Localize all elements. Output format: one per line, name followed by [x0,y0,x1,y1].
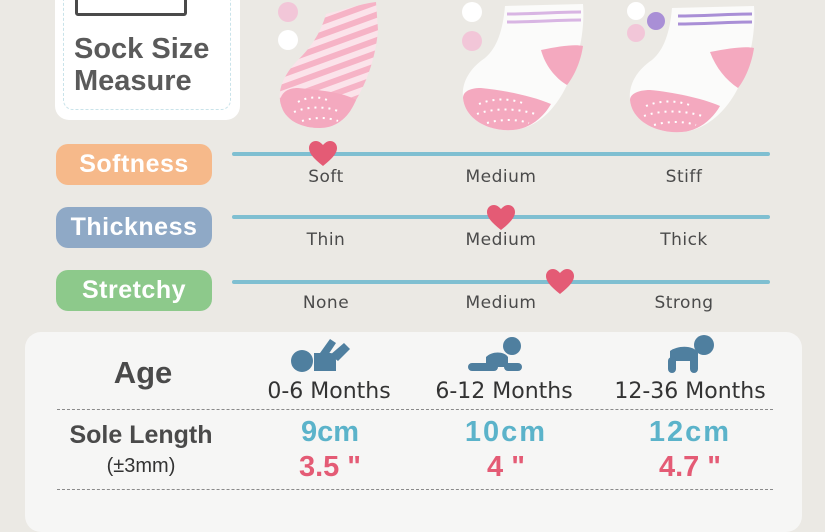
sole-cm-col-2: 10cm [464,416,548,448]
title-line-1: Sock Size [74,33,210,65]
title-card [55,0,240,120]
softness-scale-mid: Medium [465,167,537,187]
table-divider-bottom [57,489,773,490]
sole-cm-col-3: 12cm [648,416,732,448]
title-line-2: Measure [74,65,192,97]
age-col-3: 12-36 Months [614,379,766,404]
ruler-icon [75,0,187,16]
thickness-heart-icon [487,205,515,230]
sole-length-tolerance: (±3mm) [106,455,176,477]
sole-length-header: Sole Length [69,421,213,449]
stretchy-scale-low: None [302,293,350,313]
white-pink-sock-icon [462,4,584,131]
softness-scale-low: Soft [308,167,344,187]
striped-sock-icon [279,2,378,128]
color-dot-pink [627,24,645,42]
thickness-scale-mid: Medium [465,230,537,250]
thickness-scale-high: Thick [660,230,708,250]
age-col-1: 0-6 Months [267,379,391,404]
age-col-2: 6-12 Months [435,379,573,404]
softness-track [232,152,770,156]
softness-scale-high: Stiff [665,167,703,187]
age-header: Age [113,355,173,390]
sole-cm-col-1: 9cm [300,416,360,448]
thickness-scale-low: Thin [306,230,346,250]
stretchy-scale-mid: Medium [465,293,537,313]
softness-pill: Softness [56,144,212,185]
white-purple-sock-icon [629,6,755,133]
crawling-baby-low-icon [468,337,522,371]
sole-inch-col-1: 3.5 " [298,451,362,483]
color-dot-purple [647,12,665,30]
stretchy-scale-high: Strong [654,293,714,313]
stretchy-track [232,280,770,284]
sole-inch-col-3: 4.7 " [658,451,722,483]
color-dot-white [278,30,298,50]
thickness-pill: Thickness [56,207,212,248]
color-dot-white [462,2,482,22]
color-dot-pink [278,2,298,22]
softness-heart-icon [309,141,338,166]
crawling-baby-icon [668,335,714,373]
stretchy-heart-icon [546,269,575,294]
sole-inch-col-2: 4 " [487,451,525,483]
lying-baby-icon [291,339,350,372]
stretchy-pill: Stretchy [56,270,212,311]
color-dot-pink [462,31,482,51]
color-dot-white [627,2,645,20]
title-card-border [63,0,231,110]
table-divider-top [57,409,773,410]
